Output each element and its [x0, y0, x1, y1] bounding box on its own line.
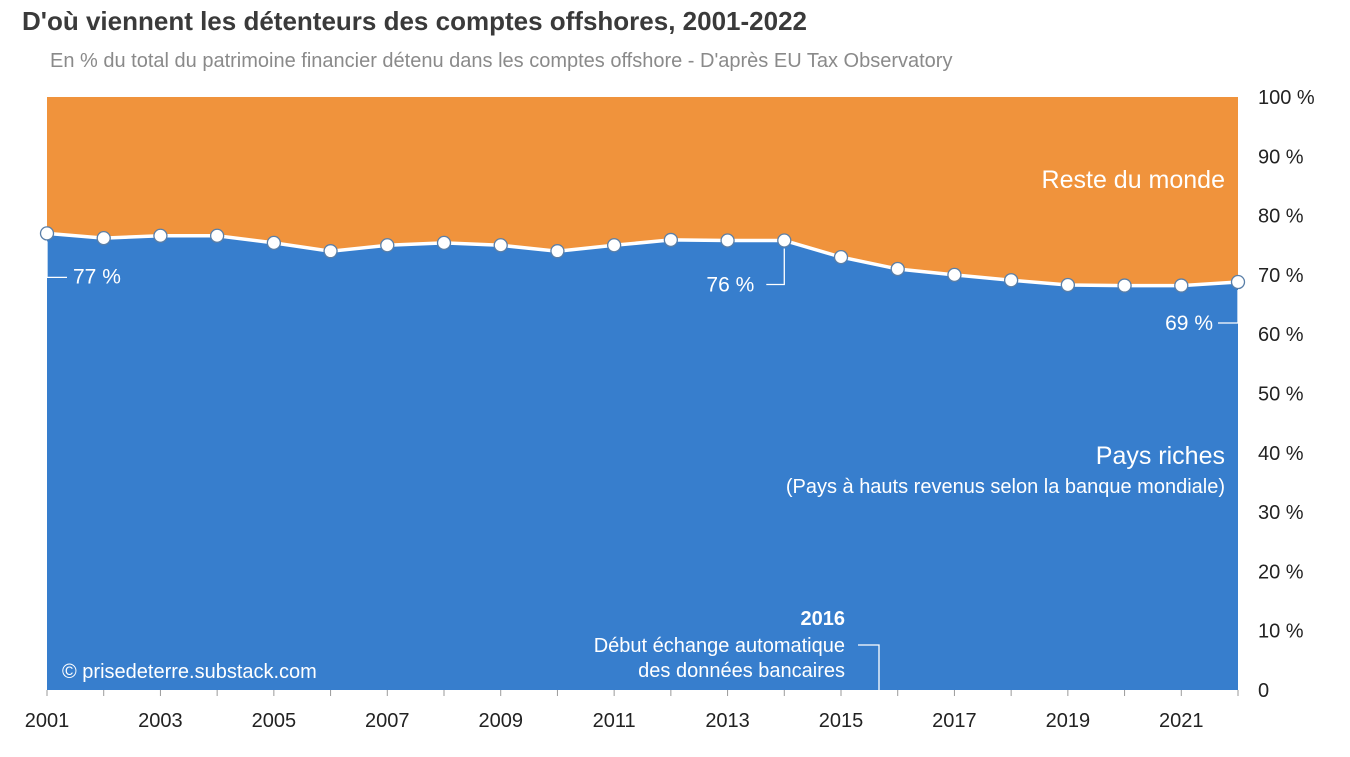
data-point-2022 — [1230, 274, 1246, 290]
point-label-leader — [46, 241, 67, 279]
x-tick-label: 2019 — [1046, 710, 1091, 732]
chart-subtitle: En % du total du patrimoine financier dé… — [50, 50, 953, 72]
x-tick-label: 2021 — [1159, 710, 1204, 732]
data-point-2003 — [153, 228, 168, 243]
x-tick-label: 2009 — [478, 710, 523, 732]
y-tick-label: 100 % — [1258, 87, 1315, 109]
data-point-2013 — [720, 233, 735, 248]
data-point-2018 — [1003, 273, 1019, 288]
x-tick-label: 2011 — [593, 710, 636, 732]
y-tick-label: 0 — [1258, 680, 1269, 702]
point-label-2022: 69 % — [1165, 312, 1213, 335]
y-tick-label: 40 % — [1258, 443, 1304, 465]
y-tick-label: 50 % — [1258, 384, 1304, 406]
data-point-2006 — [323, 244, 338, 259]
annotation-leader — [858, 644, 880, 690]
x-tick-label: 2003 — [138, 710, 183, 732]
y-tick-label: 60 % — [1258, 324, 1304, 346]
point-label-2001: 77 % — [73, 265, 121, 288]
point-label-leader — [766, 248, 785, 286]
area-label-riches-sub: (Pays à hauts revenus selon la banque mo… — [786, 476, 1225, 498]
point-label-2014: 76 % — [706, 274, 754, 297]
data-point-2019 — [1060, 277, 1076, 293]
data-point-2020 — [1117, 278, 1132, 293]
x-tick-label: 2005 — [252, 710, 297, 732]
annotation-year: 2016 — [801, 608, 846, 630]
data-point-2007 — [380, 238, 395, 253]
y-tick-label: 70 % — [1258, 265, 1304, 287]
annotation-line1: Début échange automatique — [594, 635, 845, 657]
data-point-2016 — [890, 261, 905, 277]
data-point-2014 — [777, 233, 792, 248]
x-tick-label: 2013 — [705, 710, 750, 732]
x-tick-label: 2015 — [819, 710, 864, 732]
x-tick-label: 2001 — [25, 710, 70, 732]
data-point-2001 — [39, 226, 55, 241]
x-tick-label: 2017 — [932, 710, 977, 732]
data-point-2017 — [947, 267, 962, 283]
credit-text: © prisedeterre.substack.com — [62, 661, 317, 683]
series-boundary-line — [46, 231, 1239, 288]
data-point-2002 — [96, 230, 111, 246]
data-point-2009 — [493, 238, 508, 253]
y-tick-label: 90 % — [1258, 146, 1304, 168]
y-tick-label: 30 % — [1258, 502, 1304, 524]
area-pays-riches — [47, 233, 1238, 690]
area-label-reste: Reste du monde — [1042, 166, 1225, 194]
data-point-2004 — [209, 228, 225, 243]
data-point-2010 — [550, 244, 565, 259]
x-tick-label: 2007 — [365, 710, 410, 732]
data-point-2021 — [1174, 278, 1189, 293]
data-point-2005 — [266, 235, 282, 251]
y-tick-label: 20 % — [1258, 561, 1304, 583]
annotation-line2: des données bancaires — [638, 660, 845, 682]
data-point-2015 — [833, 249, 849, 265]
point-label-leader — [1218, 290, 1239, 324]
y-tick-label: 10 % — [1258, 621, 1304, 643]
chart-title: D'où viennent les détenteurs des comptes… — [22, 6, 808, 36]
data-point-2008 — [436, 235, 452, 251]
area-label-riches: Pays riches — [1096, 442, 1225, 470]
data-point-2012 — [663, 232, 679, 248]
data-point-2011 — [606, 238, 622, 253]
y-tick-label: 80 % — [1258, 206, 1304, 228]
